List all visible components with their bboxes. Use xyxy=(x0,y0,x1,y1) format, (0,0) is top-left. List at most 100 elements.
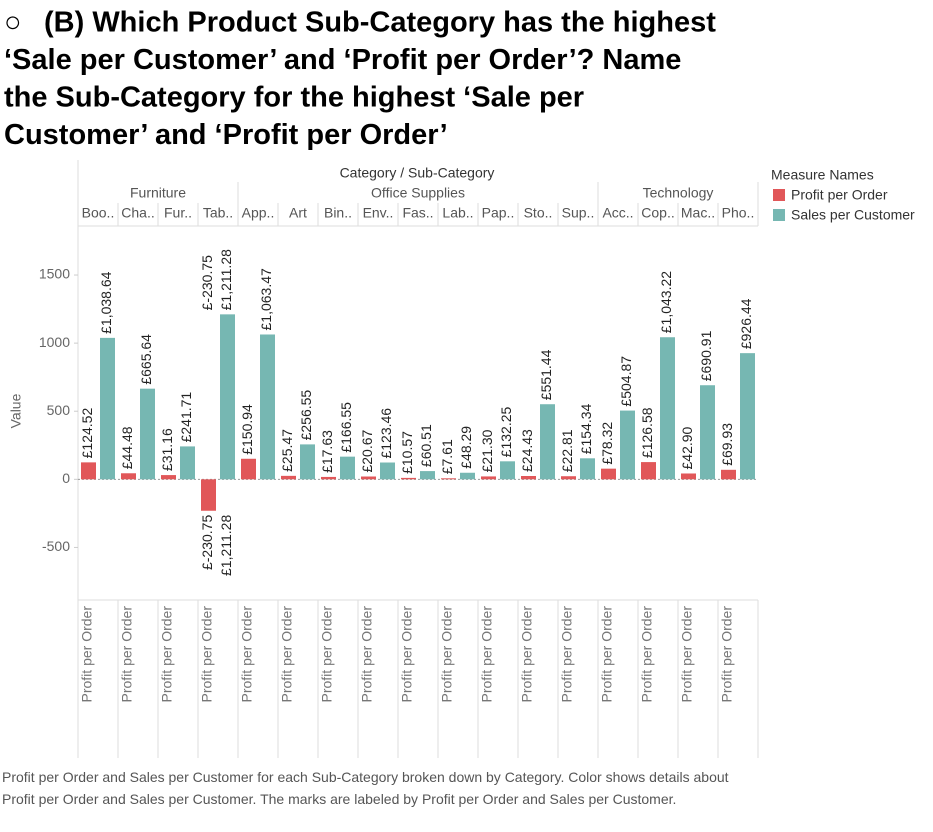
bar xyxy=(340,456,355,480)
measure-label: Profit per Order xyxy=(479,606,495,703)
data-label: £241.71 xyxy=(178,392,194,443)
bar xyxy=(540,404,555,480)
data-label: £78.32 xyxy=(599,422,615,465)
bar xyxy=(220,314,235,480)
data-label: £126.58 xyxy=(639,407,655,458)
measure-label: Profit per Order xyxy=(719,606,735,703)
caption: Profit per Order and Sales per Customer … xyxy=(2,769,729,807)
data-label: £154.34 xyxy=(578,403,594,454)
measure-label: Profit per Order xyxy=(159,606,175,703)
title-line: ‘Sale per Customer’ and ‘Profit per Orde… xyxy=(4,44,681,76)
bar xyxy=(601,468,616,480)
x-tick-label: Cha.. xyxy=(121,205,154,221)
measure-label: Profit per Order xyxy=(559,606,575,703)
bar xyxy=(121,473,136,480)
bar xyxy=(681,473,696,480)
x-tick-label: Fas.. xyxy=(402,205,433,221)
bar xyxy=(321,476,336,480)
data-label: £665.64 xyxy=(138,334,154,385)
bar xyxy=(241,458,256,480)
measure-label: Profit per Order xyxy=(679,606,695,703)
bar xyxy=(660,337,675,480)
data-label: £7.61 xyxy=(439,439,455,474)
x-tick-label: Mac.. xyxy=(681,205,715,221)
measure-label: Profit per Order xyxy=(599,606,615,703)
bullet: ○ xyxy=(4,7,22,39)
data-label: £124.52 xyxy=(79,408,95,459)
x-tick-label: Art xyxy=(289,205,307,221)
column-header: Category / Sub-Category xyxy=(340,165,495,181)
x-tick-label: Sup.. xyxy=(562,205,595,221)
bar xyxy=(481,476,496,480)
category-label: Furniture xyxy=(130,185,186,201)
y-tick-label: 0 xyxy=(62,470,70,486)
data-label: £31.16 xyxy=(159,428,175,471)
data-label: £17.63 xyxy=(319,430,335,473)
legend-label: Sales per Customer xyxy=(791,207,915,223)
bar xyxy=(260,334,275,480)
y-tick-label: 500 xyxy=(47,402,71,418)
x-tick-label: Cop.. xyxy=(641,205,674,221)
measure-label: Profit per Order xyxy=(319,606,335,703)
data-label: £42.90 xyxy=(679,426,695,469)
legend-swatch xyxy=(773,189,785,201)
data-label: £551.44 xyxy=(538,349,554,400)
data-label: £69.93 xyxy=(719,423,735,466)
bar xyxy=(81,462,96,480)
legend-swatch xyxy=(773,209,785,221)
bar xyxy=(561,476,576,480)
data-label: £22.81 xyxy=(559,429,575,472)
data-label: £166.55 xyxy=(338,402,354,453)
data-label: £132.25 xyxy=(498,406,514,457)
data-label: £1,063.47 xyxy=(258,268,274,330)
bar xyxy=(441,478,456,480)
data-label: £44.48 xyxy=(119,426,135,469)
bar xyxy=(460,472,475,480)
bar xyxy=(201,479,216,511)
measure-label: Profit per Order xyxy=(79,606,95,703)
x-tick-label: Pho.. xyxy=(722,205,755,221)
measure-label: Profit per Order xyxy=(199,606,215,703)
legend-title: Measure Names xyxy=(771,167,874,183)
x-tick-label: App.. xyxy=(242,205,275,221)
legend-label: Profit per Order xyxy=(791,187,888,203)
bar xyxy=(740,353,755,480)
measure-label: Profit per Order xyxy=(399,606,415,703)
data-label: £1,211.28 xyxy=(218,249,234,310)
data-label: £926.44 xyxy=(738,298,754,349)
y-tick-label: 1000 xyxy=(39,334,70,350)
bar xyxy=(140,388,155,480)
data-label: £1,211.28 xyxy=(218,515,234,576)
data-label: £1,038.64 xyxy=(98,271,114,333)
x-tick-label: Acc.. xyxy=(602,205,633,221)
x-tick-label: Tab.. xyxy=(203,205,233,221)
data-label: £60.51 xyxy=(418,424,434,467)
x-tick-label: Boo.. xyxy=(82,205,115,221)
data-label: £-230.75 xyxy=(199,515,215,570)
data-label: £1,043.22 xyxy=(658,271,674,333)
x-tick-label: Pap.. xyxy=(482,205,515,221)
caption-line: Profit per Order and Sales per Customer … xyxy=(2,769,729,785)
measure-label: Profit per Order xyxy=(439,606,455,703)
caption-line: Profit per Order and Sales per Customer.… xyxy=(2,791,676,807)
data-label: £24.43 xyxy=(519,429,535,472)
bar xyxy=(100,337,115,480)
measure-label: Profit per Order xyxy=(279,606,295,703)
data-label: £48.29 xyxy=(458,426,474,469)
data-label: £10.57 xyxy=(399,431,415,474)
bar xyxy=(180,446,195,480)
y-axis-label: Value xyxy=(8,393,24,428)
x-tick-label: Sto.. xyxy=(524,205,553,221)
data-label: £-230.75 xyxy=(199,255,215,310)
bar xyxy=(580,458,595,480)
bar xyxy=(361,476,376,480)
y-tick-label: 1500 xyxy=(39,266,70,282)
bar xyxy=(420,471,435,480)
title-line: Customer’ and ‘Profit per Order’ xyxy=(4,119,448,151)
x-tick-label: Bin.. xyxy=(324,205,352,221)
title-line: the Sub-Category for the highest ‘Sale p… xyxy=(4,82,584,114)
bar xyxy=(380,462,395,480)
bar xyxy=(401,477,416,480)
